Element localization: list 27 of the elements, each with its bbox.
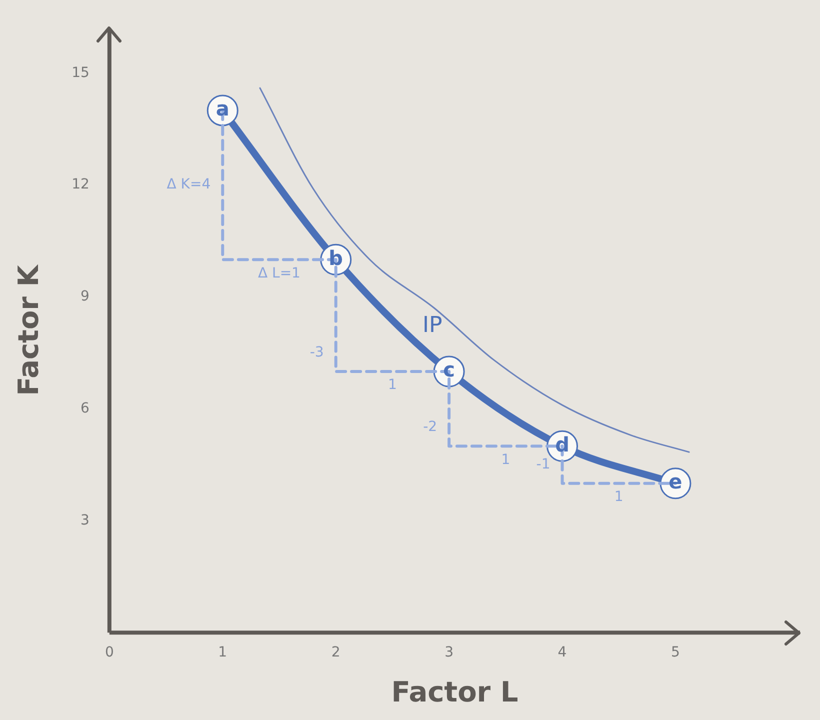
annotation: Δ L=1 [258,265,300,282]
x-tick-label: 5 [671,644,680,661]
annotation: 1 [501,452,510,468]
x-tick-label: 3 [444,644,454,661]
annotation: -1 [536,456,550,472]
x-tick-label: 2 [331,644,340,661]
x-tick-label: 0 [104,644,114,661]
annotation: IP [422,312,442,338]
annotation: -3 [310,344,324,361]
x-tick-label: 4 [558,644,567,661]
y-tick-label: 15 [72,64,90,81]
x-axis-title: Factor L [391,675,518,708]
y-tick-label: 3 [80,512,90,528]
annotation: Δ K=4 [166,176,211,193]
annotation: 1 [388,377,397,394]
annotation: e [668,470,682,494]
annotation: d [555,432,570,456]
y-tick-label: 6 [80,400,90,416]
annotation: a [216,96,230,121]
annotation: -2 [423,419,438,436]
line-series [259,87,690,453]
annotation: b [328,246,343,270]
y-tick-label: 12 [72,176,90,193]
annotation: 1 [614,489,624,506]
y-axis-title: Factor K [12,264,46,396]
y-tick-label: 9 [80,288,90,305]
x-tick-label: 1 [218,644,228,661]
